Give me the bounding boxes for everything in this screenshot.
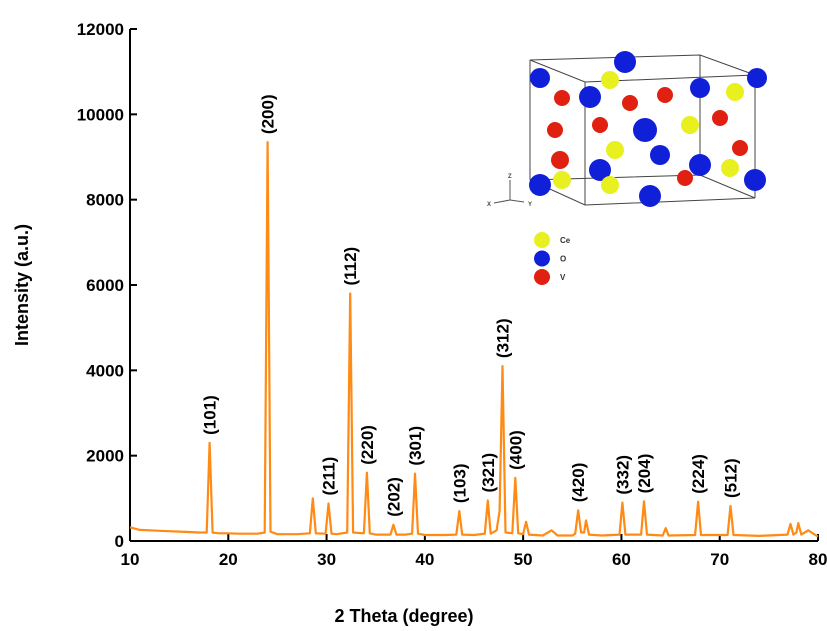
crystal-inset [494,51,767,207]
legend-swatch [534,251,550,267]
peak-label: (400) [506,430,525,470]
y-tick-label: 2000 [86,447,124,466]
y-tick-label: 4000 [86,361,124,380]
peak-label: (321) [479,453,498,493]
x-tick-label: 40 [415,550,434,569]
y-tick-label: 0 [115,532,124,551]
peak-label: (200) [259,94,278,134]
legend-label: O [560,255,566,264]
inset-axis-label: Y [528,202,532,208]
legend-swatch [534,232,550,248]
peak-label: (224) [689,454,708,494]
peak-label: (220) [358,425,377,465]
peak-label: (312) [494,318,513,358]
x-tick-label: 50 [514,550,533,569]
y-tick-label: 6000 [86,276,124,295]
legend-swatch [534,269,550,285]
x-axis-title: 2 Theta (degree) [334,606,473,626]
y-tick-label: 12000 [77,20,124,39]
xrd-line [130,142,818,537]
peak-label: (332) [613,455,632,495]
peak-label: (512) [722,458,741,498]
inset-axes [494,180,524,203]
x-tick-label: 20 [219,550,238,569]
legend-label: Ce [560,236,571,245]
inset-axis-label: Z [508,174,512,180]
legend-label: V [560,273,566,282]
y-axis-title: Intensity (a.u.) [12,224,32,346]
cell-edge [530,55,755,82]
chart: 0 2000 4000 6000 8000 10000 12000 10 20 30 40 50 60 7… [0,0,827,626]
peak-label: (301) [406,426,425,466]
x-tick-label: 10 [121,550,140,569]
x-tick-label: 60 [612,550,631,569]
peak-label: (202) [384,477,403,517]
peak-label: (103) [450,463,469,503]
peak-label: (211) [320,457,339,496]
peak-label: (101) [201,395,220,435]
y-tick-label: 10000 [77,105,124,124]
peak-label: (204) [635,454,654,494]
y-tick-label: 8000 [86,191,124,210]
x-tick-label: 80 [809,550,827,569]
x-tick-label: 70 [710,550,729,569]
x-tick-label: 30 [317,550,336,569]
peak-label: (420) [569,463,588,503]
peak-label: (112) [341,247,360,286]
inset-axis-label: X [487,202,491,208]
